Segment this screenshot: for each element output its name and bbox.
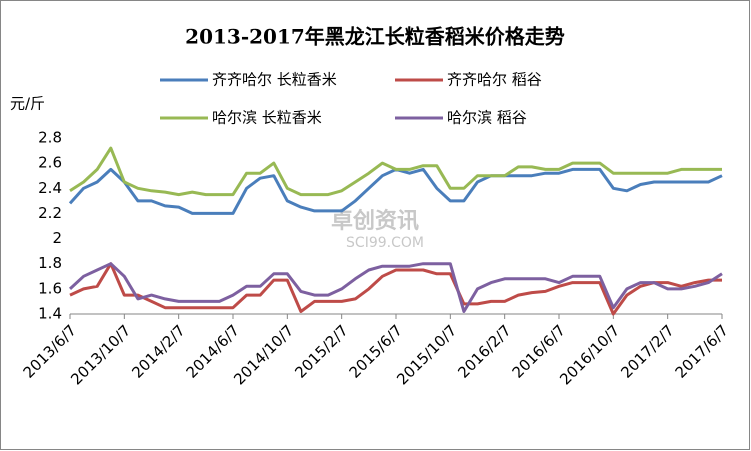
y-tick-label: 2.6 <box>38 154 62 172</box>
watermark: 卓创资讯 <box>331 209 419 234</box>
y-tick-label: 2.4 <box>38 179 62 197</box>
y-tick-label: 1.4 <box>38 305 62 323</box>
legend-label: 哈尔滨 稻谷 <box>447 109 527 127</box>
y-tick-label: 2.2 <box>38 204 62 222</box>
y-axis-label: 元/斤 <box>10 95 45 113</box>
y-tick-label: 2.8 <box>38 129 62 147</box>
line-series <box>68 262 723 313</box>
y-tick-label: 1.8 <box>38 254 62 272</box>
legend-label: 齐齐哈尔 稻谷 <box>447 71 542 89</box>
chart-title: 2013-2017年黑龙江长粒香稻米价格走势 <box>185 25 565 49</box>
line-series <box>69 146 722 197</box>
line-series <box>69 262 722 316</box>
legend-label: 齐齐哈尔 长粒香米 <box>212 71 337 89</box>
watermark: SCI99.COM <box>346 235 424 251</box>
legend-label: 哈尔滨 长粒香米 <box>212 109 322 127</box>
y-tick-label: 2 <box>52 229 62 247</box>
y-tick-label: 1.6 <box>38 279 62 297</box>
